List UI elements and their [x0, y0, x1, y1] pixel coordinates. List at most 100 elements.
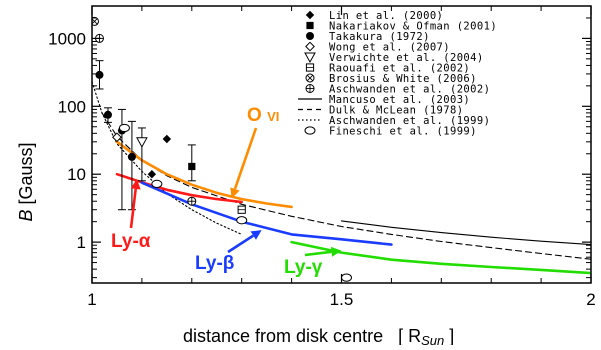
marker-shape	[103, 110, 112, 119]
data-point	[112, 132, 122, 143]
legend-label: Raouafi et al. (2002)	[329, 63, 470, 75]
y-axis-title-symbol: B	[16, 210, 36, 222]
y-tick-label: 1	[77, 233, 86, 252]
legend-entry: Fineschi et al. (1999)	[304, 126, 476, 138]
legend-marker	[304, 126, 316, 135]
marker-shape	[236, 216, 248, 225]
annotation-label: O VI	[247, 105, 279, 126]
legend-label: Aschwanden et al. (2002)	[329, 84, 490, 96]
legend-entry: Mancuso et al. (2003)	[298, 94, 470, 106]
data-point	[95, 70, 104, 79]
annotation-label-text: Ly-	[111, 231, 139, 252]
legend-marker	[305, 84, 315, 93]
legend-marker	[305, 73, 315, 83]
annotation: O VI	[230, 105, 279, 199]
legend-marker	[306, 21, 314, 30]
marker-shape	[305, 41, 315, 52]
legend-entry: Aschwanden et al. (2002)	[305, 84, 490, 96]
annotation-label: Ly-α	[111, 231, 151, 252]
legend-entry: Nakariakov & Ofman (2001)	[306, 21, 497, 33]
data-point	[188, 162, 196, 171]
annotation-label-suffix: VI	[267, 109, 279, 124]
legend-marker	[306, 32, 314, 40]
marker-shape	[306, 21, 314, 30]
marker-shape	[95, 70, 104, 79]
annotation: Ly-β	[195, 230, 262, 274]
legend: Lin et al. (2000)Nakariakov & Ofman (200…	[298, 10, 497, 138]
annotation-label-text: Ly-	[284, 257, 312, 278]
data-point	[147, 170, 157, 179]
x-tick-label: 2	[586, 290, 595, 309]
data-point	[237, 205, 246, 214]
legend-marker	[305, 41, 315, 52]
legend-label: Verwichte et al. (2004)	[329, 52, 484, 64]
marker-shape	[306, 74, 314, 82]
legend-label: Nakariakov & Ofman (2001)	[329, 21, 497, 33]
marker-shape	[305, 10, 315, 20]
marker-shape	[188, 162, 196, 171]
annotation-label-text: Ly-	[195, 253, 223, 274]
series-line	[115, 140, 293, 209]
legend-label: Lin et al. (2000)	[329, 10, 443, 22]
marker-shape	[112, 132, 122, 143]
legend-label: Aschwanden et al. (1999)	[329, 115, 490, 127]
x-tick-label: 1.5	[330, 290, 354, 309]
y-tick-label: 1000	[48, 29, 86, 48]
x-axis-title-end: ]	[444, 326, 454, 345]
legend-entry: Wong et al. (2007)	[305, 41, 450, 54]
legend-marker	[305, 10, 315, 20]
legend-entry: Brosius & White (2006)	[305, 73, 477, 85]
annotation-arrow	[129, 188, 138, 229]
legend-label: Wong et al. (2007)	[329, 42, 450, 54]
marker-shape	[136, 137, 148, 148]
series-line	[290, 240, 591, 275]
annotation-arrowhead	[130, 179, 141, 190]
data-point	[340, 273, 352, 282]
data-point	[103, 110, 112, 119]
series-line	[140, 181, 393, 246]
marker-shape	[151, 179, 163, 188]
annotation: Ly-α	[111, 179, 151, 252]
legend-label: Brosius & White (2006)	[329, 73, 477, 85]
data-point	[151, 179, 163, 188]
legend-label: Takakura (1972)	[329, 31, 430, 43]
legend-entry: Takakura (1972)	[306, 31, 430, 43]
marker-shape	[127, 152, 136, 161]
data-point	[187, 196, 197, 206]
legend-entry: Aschwanden et al. (1999)	[298, 115, 490, 127]
y-axis-title-unit: [Gauss]	[16, 142, 36, 209]
axes-layer: 1 1.5 2 1 10 100 1000	[48, 5, 596, 309]
legend-label: Mancuso et al. (2003)	[329, 94, 470, 106]
data-layer	[92, 16, 591, 282]
data-point	[118, 123, 130, 133]
marker-shape	[162, 134, 172, 144]
series-line	[340, 220, 591, 246]
marker-shape	[340, 273, 352, 282]
series-line	[115, 172, 243, 204]
annotation-arrowhead	[250, 230, 262, 240]
annotation-label-suffix: γ	[312, 257, 323, 278]
marker-shape	[304, 52, 316, 64]
annotation-label-suffix: β	[223, 253, 235, 274]
data-point	[236, 216, 248, 225]
marker-shape	[306, 32, 314, 40]
marker-shape	[304, 126, 316, 135]
data-point	[127, 152, 136, 161]
annotation-arrowhead	[230, 187, 240, 199]
y-tick-label: 100	[58, 97, 86, 116]
data-point	[136, 137, 148, 148]
annotation-label: Ly-β	[195, 253, 234, 274]
legend-marker	[305, 63, 315, 72]
annotation-label-suffix: α	[139, 231, 151, 252]
y-tick-label: 10	[67, 165, 86, 184]
annotation-arrow	[227, 234, 254, 254]
annotation-arrowhead	[330, 246, 342, 257]
annotation-arrow	[304, 250, 332, 257]
series-line	[92, 81, 243, 235]
annotation-arrow	[233, 127, 258, 190]
data-point	[162, 134, 172, 144]
x-axis-title-sub: Sun	[421, 333, 444, 345]
